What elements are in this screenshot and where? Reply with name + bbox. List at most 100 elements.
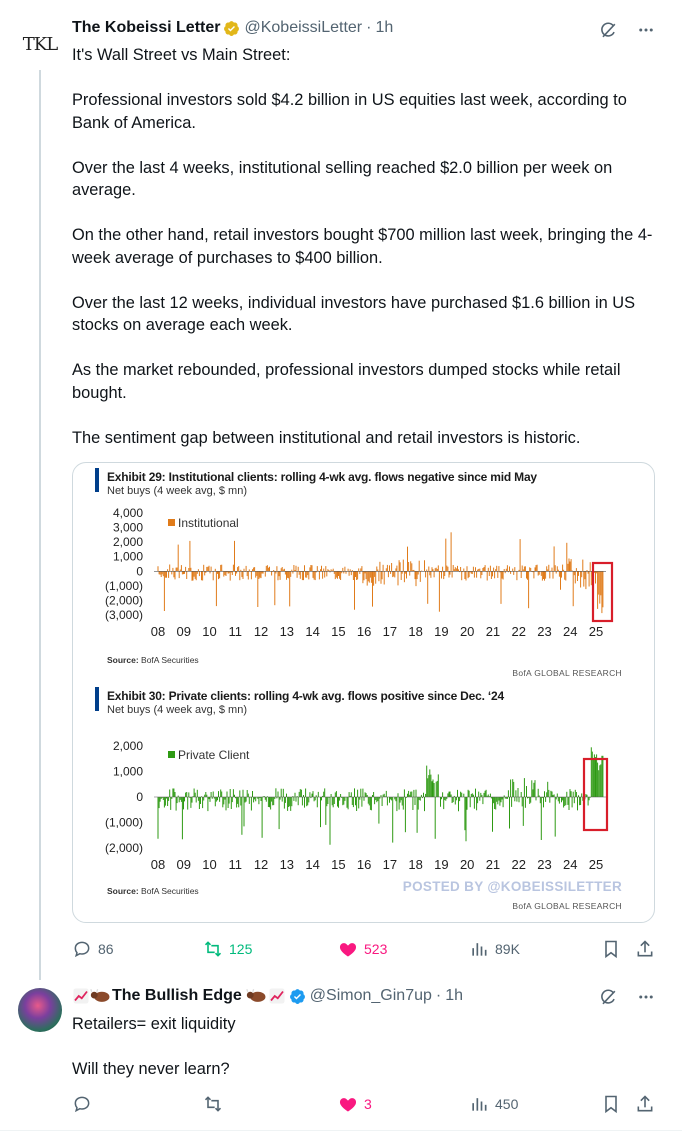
x-tick-label: 23 [537, 624, 551, 639]
chart-plot: 2,000 1,000 0 (1,000) (2,000) 08 09 10 11 12 13 14 1… [105, 739, 609, 872]
repost-icon [204, 941, 222, 957]
author-avatar[interactable] [18, 988, 62, 1032]
tweet-paragraph: Retailers= exit liquidity [72, 1015, 236, 1033]
legend-swatch [168, 519, 175, 526]
x-tick-label: 21 [486, 624, 500, 639]
views-button[interactable]: 450 [469, 1094, 518, 1114]
tweet-kobeissi: TKL The Kobeissi Letter @KobeissiLetter … [18, 19, 656, 980]
reply-count: 86 [98, 941, 114, 957]
grok-icon[interactable] [598, 987, 618, 1007]
exhibit-marker [95, 468, 99, 492]
legend-label: Private Client [178, 748, 250, 762]
like-count: 523 [364, 941, 388, 957]
y-tick-label: (2,000) [105, 841, 143, 855]
chart-up-emoji-icon [73, 988, 89, 1004]
tweet-paragraph: Professional investors sold $4.2 billion… [72, 91, 627, 132]
share-button[interactable] [635, 939, 655, 959]
tweet-paragraph: On the other hand, retail investors boug… [72, 226, 653, 267]
x-tick-label: 14 [305, 857, 319, 872]
y-tick-label: 1,000 [113, 550, 143, 564]
tweet-time[interactable]: 1h [375, 19, 394, 36]
share-icon [637, 940, 653, 957]
reply-icon [74, 1096, 90, 1113]
thread-line [39, 70, 41, 980]
x-tick-label: 10 [202, 624, 216, 639]
tweet-text: Retailers= exit liquidity Will they neve… [72, 1013, 657, 1103]
x-tick-label: 22 [511, 624, 525, 639]
chart-source: Source: BofA Securities [107, 655, 199, 665]
verified-gold-icon [224, 20, 240, 36]
exhibit-marker [95, 687, 99, 711]
x-tick-label: 22 [511, 857, 525, 872]
bookmark-button[interactable] [601, 939, 621, 959]
chart-plot: 4,0003,0002,0001,0000(1,000)(2,000)(3,00… [105, 506, 614, 639]
like-button[interactable]: 523 [338, 939, 387, 959]
highlight-box [591, 561, 614, 623]
x-tick-label: 09 [177, 857, 191, 872]
author-handle[interactable]: @Simon_Gin7up [309, 987, 432, 1004]
x-tick-label: 25 [589, 857, 603, 872]
x-tick-label: 12 [254, 624, 268, 639]
author-avatar[interactable]: TKL [18, 22, 62, 66]
grok-icon[interactable] [598, 20, 618, 40]
y-tick-label: 0 [136, 564, 143, 578]
x-tick-label: 16 [357, 857, 371, 872]
x-tick-label: 18 [408, 857, 422, 872]
tweet-paragraph: It's Wall Street vs Main Street: [72, 46, 291, 64]
like-button[interactable]: 3 [338, 1094, 372, 1114]
tweet-bullish-edge: The Bullish Edge @Simon_Gin7up · 1h Reta… [0, 980, 682, 1131]
x-tick-label: 08 [151, 857, 165, 872]
reply-button[interactable] [72, 1094, 98, 1114]
tweet-paragraph: As the market rebounded, professional in… [72, 361, 621, 402]
highlight-box [582, 757, 609, 832]
x-tick-label: 17 [383, 624, 397, 639]
share-icon [637, 1095, 653, 1112]
bookmark-icon [605, 940, 617, 959]
author-handle[interactable]: @KobeissiLetter [244, 19, 363, 36]
x-tick-label: 14 [305, 624, 319, 639]
chart-title: Exhibit 30: Private clients: rolling 4-w… [107, 689, 504, 703]
chart-up-emoji-icon [269, 988, 285, 1004]
repost-button[interactable] [203, 1094, 229, 1114]
repost-count: 125 [229, 941, 253, 957]
bookmark-button[interactable] [601, 1094, 621, 1114]
more-options-icon[interactable] [636, 987, 656, 1007]
tweet-paragraph: Will they never learn? [72, 1060, 230, 1078]
y-tick-label: 2,000 [113, 535, 143, 549]
views-button[interactable]: 89K [469, 939, 520, 959]
heart-filled-icon [339, 1098, 357, 1112]
legend-swatch [168, 751, 175, 758]
x-tick-label: 20 [460, 624, 474, 639]
tweet-time[interactable]: 1h [445, 987, 464, 1004]
views-count: 89K [495, 941, 520, 957]
more-options-icon[interactable] [636, 20, 656, 40]
bull-emoji-icon [246, 989, 266, 1002]
chart-credit: BofA GLOBAL RESEARCH [512, 668, 622, 678]
chart-private: Exhibit 30: Private clients: rolling 4-w… [73, 683, 654, 922]
author-name[interactable]: The Bullish Edge [112, 987, 242, 1004]
tweet-paragraph: The sentiment gap between institutional … [72, 428, 581, 447]
views-icon [472, 943, 487, 956]
x-tick-label: 21 [486, 857, 500, 872]
y-tick-label: 2,000 [113, 739, 143, 753]
x-tick-label: 15 [331, 857, 345, 872]
repost-button[interactable]: 125 [203, 939, 252, 959]
heart-filled-icon [339, 943, 357, 957]
y-tick-label: 1,000 [113, 765, 143, 779]
x-tick-label: 09 [177, 624, 191, 639]
watermark: POSTED BY @KOBEISSILETTER [402, 879, 622, 894]
reply-button[interactable]: 86 [72, 939, 114, 959]
tweet-image[interactable]: Exhibit 29: Institutional clients: rolli… [72, 462, 655, 923]
x-tick-label: 20 [460, 857, 474, 872]
y-tick-label: (1,000) [105, 816, 143, 830]
chart-source: Source: BofA Securities [107, 886, 199, 896]
x-tick-label: 25 [589, 624, 603, 639]
tweet-actions: 3 450 [72, 1093, 657, 1115]
views-icon [472, 1098, 487, 1111]
author-name[interactable]: The Kobeissi Letter [72, 19, 221, 36]
chart-ylabel: Net buys (4 week avg, $ mn) [107, 704, 248, 716]
y-tick-label: (1,000) [105, 579, 143, 593]
y-tick-label: 4,000 [113, 506, 143, 520]
share-button[interactable] [635, 1094, 655, 1114]
x-tick-label: 11 [229, 857, 243, 872]
